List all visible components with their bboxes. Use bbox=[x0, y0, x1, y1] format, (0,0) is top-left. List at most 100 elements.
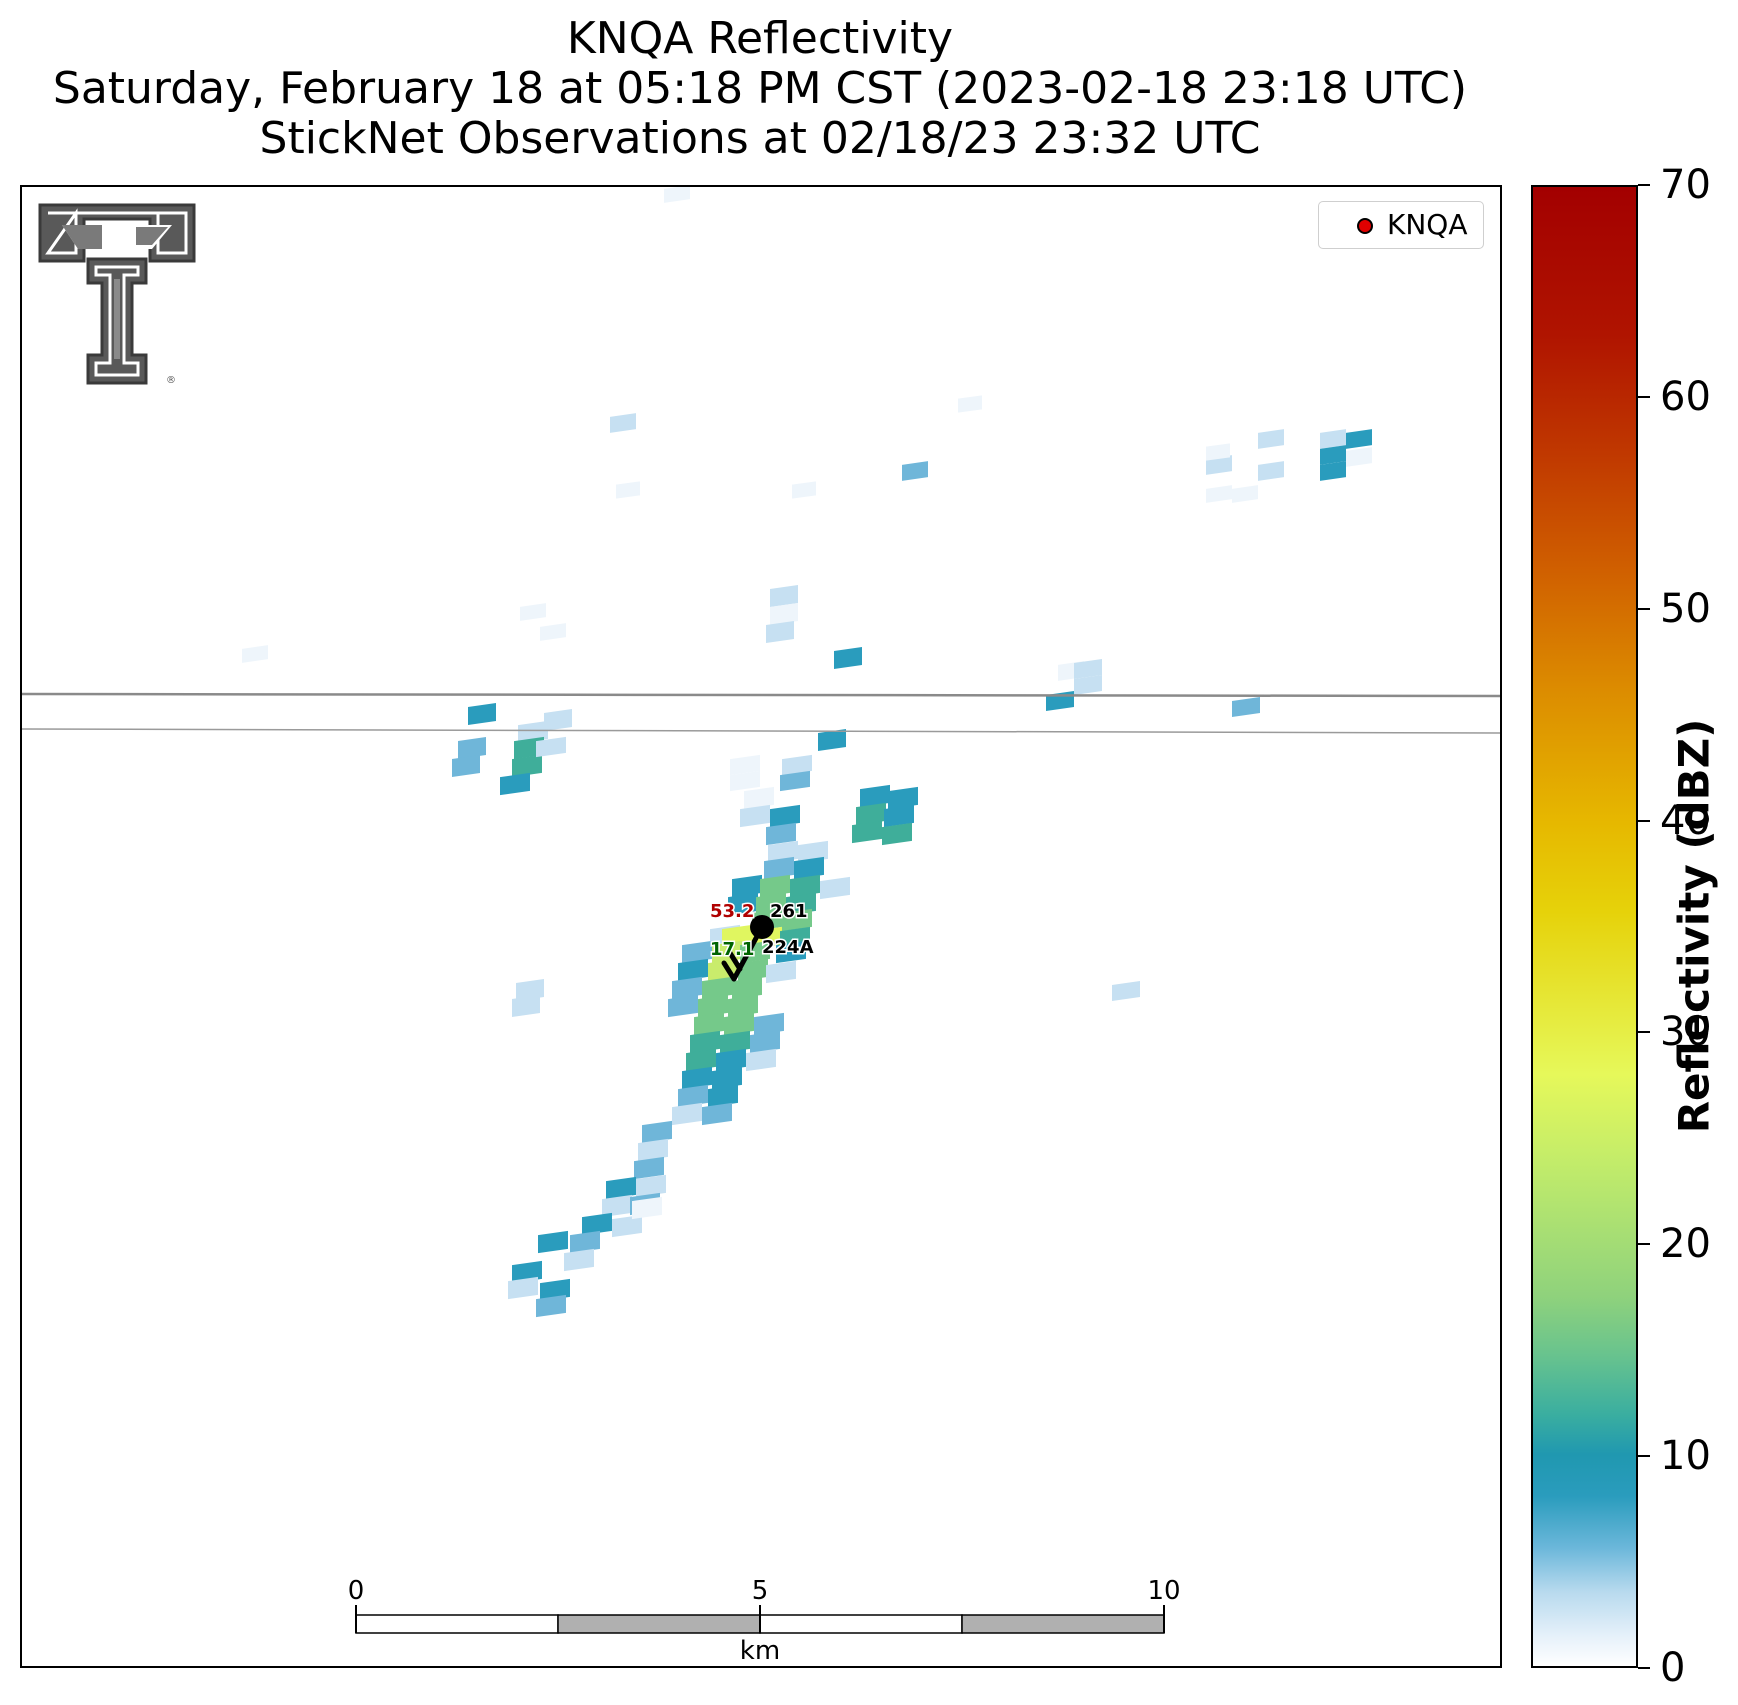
colorbar-tick-mark bbox=[1638, 1667, 1650, 1669]
reflectivity-cell bbox=[520, 603, 546, 621]
reflectivity-cell bbox=[884, 804, 914, 828]
colorbar-tick-label: 60 bbox=[1660, 373, 1711, 420]
reflectivity-cell bbox=[632, 1196, 662, 1220]
reflectivity-cell bbox=[720, 1030, 750, 1054]
colorbar-tick-mark bbox=[1638, 607, 1650, 610]
chart-title: KNQA Reflectivity bbox=[566, 13, 954, 64]
reflectivity-cell bbox=[690, 1030, 720, 1054]
scale-segment-2 bbox=[759, 1614, 963, 1634]
logo-registered-mark: ® bbox=[166, 375, 176, 386]
reflectivity-cell bbox=[856, 802, 886, 826]
reflectivity-cell bbox=[818, 729, 846, 751]
colorbar-tick-mark bbox=[1638, 1455, 1650, 1458]
reflectivity-cell bbox=[782, 754, 812, 776]
reflectivity-cell bbox=[766, 621, 794, 643]
scale-tick-5: 5 bbox=[752, 1576, 769, 1606]
scale-segment-1 bbox=[557, 1614, 761, 1634]
colorbar-tick-label: 50 bbox=[1660, 585, 1711, 632]
reflectivity-cell bbox=[686, 1048, 716, 1072]
colorbar-tick-label: 10 bbox=[1660, 1433, 1711, 1480]
reflectivity-cell bbox=[458, 737, 486, 759]
reflectivity-cell bbox=[634, 1156, 664, 1180]
reflectivity-cell bbox=[682, 1066, 712, 1090]
scale-segment-3 bbox=[961, 1614, 1165, 1634]
reflectivity-cell bbox=[536, 1294, 566, 1318]
station-pressure: 261 bbox=[770, 901, 808, 922]
reflectivity-cell bbox=[612, 1214, 642, 1238]
reflectivity-cell bbox=[728, 994, 758, 1018]
reflectivity-cell bbox=[770, 585, 798, 607]
reflectivity-cell bbox=[1346, 447, 1372, 467]
radar-map-panel: ® 0 5 10 km 53.2 261 17.1 224A bbox=[20, 185, 1502, 1668]
reflectivity-cell bbox=[682, 940, 712, 964]
reflectivity-cell bbox=[512, 995, 540, 1017]
reflectivity-cell bbox=[764, 856, 794, 880]
reflectivity-cell bbox=[702, 1102, 732, 1126]
colorbar-tick-label: 30 bbox=[1660, 1009, 1711, 1056]
reflectivity-cell bbox=[540, 623, 566, 641]
reflectivity-cell bbox=[834, 647, 862, 669]
reflectivity-cell bbox=[708, 1084, 738, 1108]
station-dewpoint: 17.1 bbox=[710, 939, 754, 960]
reflectivity-cell bbox=[738, 958, 768, 982]
reflectivity-cell bbox=[642, 1120, 672, 1144]
station-temperature: 53.2 bbox=[710, 901, 754, 922]
reflectivity-cell bbox=[606, 1176, 636, 1200]
reflectivity-colorbar bbox=[1531, 185, 1638, 1668]
reflectivity-cell bbox=[664, 187, 690, 203]
reflectivity-cell bbox=[780, 770, 810, 792]
reflectivity-cell bbox=[638, 1138, 668, 1162]
reflectivity-cell bbox=[1206, 443, 1230, 461]
reflectivity-cell bbox=[242, 645, 268, 663]
reflectivity-cell bbox=[794, 856, 824, 880]
reflectivity-cell bbox=[1320, 445, 1346, 465]
map-legend: KNQA bbox=[1318, 201, 1484, 249]
scale-tick-0: 0 bbox=[348, 1576, 365, 1606]
reflectivity-cell bbox=[698, 994, 728, 1018]
reflectivity-cell bbox=[538, 1230, 568, 1254]
reflectivity-cell bbox=[678, 1084, 708, 1108]
sticknet-station-model: 53.2 261 17.1 224A bbox=[709, 900, 815, 982]
reflectivity-cell bbox=[672, 1102, 702, 1126]
reflectivity-cell bbox=[790, 874, 820, 898]
reflectivity-cell bbox=[732, 874, 762, 898]
legend-label: KNQA bbox=[1387, 208, 1468, 241]
chart-subtitle-time: Saturday, February 18 at 05:18 PM CST (2… bbox=[52, 63, 1468, 114]
colorbar-tick-label: 70 bbox=[1660, 162, 1711, 208]
scale-unit: km bbox=[740, 1636, 780, 1666]
reflectivity-cell bbox=[1346, 429, 1372, 449]
reflectivity-cell bbox=[730, 754, 760, 776]
reflectivity-cell bbox=[512, 754, 542, 778]
reflectivity-cell bbox=[740, 804, 770, 828]
reflectivity-cell bbox=[1206, 455, 1232, 475]
chart-subtitle-obs: StickNet Observations at 02/18/23 23:32 … bbox=[259, 113, 1261, 164]
reflectivity-cell bbox=[636, 1174, 666, 1198]
reflectivity-cell bbox=[570, 1230, 600, 1254]
reflectivity-cell bbox=[694, 1012, 724, 1036]
reflectivity-cell bbox=[746, 1048, 776, 1072]
colorbar-tick-mark bbox=[1638, 184, 1650, 186]
colorbar-tick-mark bbox=[1638, 819, 1650, 822]
reflectivity-cell bbox=[770, 804, 800, 828]
colorbar-tick-mark bbox=[1638, 1031, 1650, 1034]
reflectivity-cell bbox=[732, 976, 762, 1000]
colorbar-title: Reflectivity (dBZ) bbox=[1669, 718, 1719, 1134]
texas-tech-logo-icon: ® bbox=[38, 203, 196, 386]
scale-bar: 0 5 10 km bbox=[348, 1576, 1181, 1666]
scale-segment-0 bbox=[355, 1614, 559, 1634]
reflectivity-cell bbox=[776, 940, 806, 964]
reflectivity-cell bbox=[792, 481, 816, 499]
reflectivity-cell bbox=[1320, 429, 1346, 449]
reflectivity-cell bbox=[730, 770, 760, 792]
reflectivity-cell bbox=[602, 1194, 632, 1218]
reflectivity-cell bbox=[536, 736, 566, 758]
radar-map: ® 0 5 10 km 53.2 261 17.1 224A bbox=[22, 187, 1500, 1666]
reflectivity-cell bbox=[544, 709, 572, 731]
reflectivity-cell bbox=[564, 1248, 594, 1272]
reflectivity-cell bbox=[668, 994, 698, 1018]
reflectivity-cell bbox=[888, 786, 918, 810]
reflectivity-cell bbox=[468, 703, 496, 725]
road-line-upper bbox=[22, 692, 1500, 698]
knqa-marker-icon bbox=[1357, 218, 1373, 234]
reflectivity-cell bbox=[760, 874, 790, 898]
